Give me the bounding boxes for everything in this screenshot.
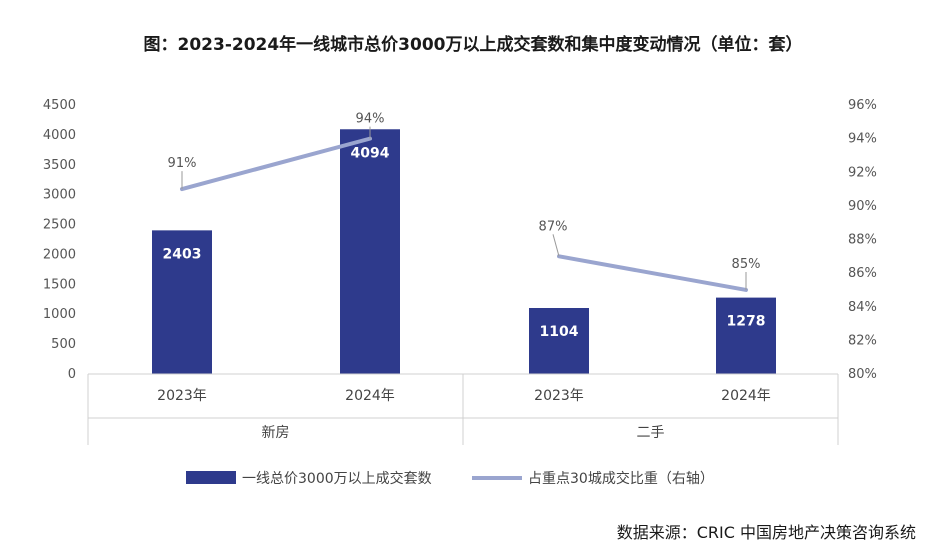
line-value-label: 91% [168, 156, 197, 171]
x-group-label: 新房 [262, 425, 290, 441]
ratio-line-segment [180, 136, 372, 192]
ratio-line-segment [557, 254, 748, 292]
bar [529, 308, 589, 374]
x-tick-label: 2024年 [721, 388, 771, 404]
x-tick-label: 2023年 [157, 388, 207, 404]
y2-tick-label: 82% [848, 333, 877, 348]
y-tick-label: 1500 [43, 277, 76, 292]
label-leader [552, 234, 560, 257]
y2-tick-label: 88% [848, 233, 877, 248]
line-value-label: 87% [539, 219, 568, 234]
x-tick-label: 2024年 [345, 388, 395, 404]
line-value-label: 85% [732, 257, 761, 272]
y-tick-label: 3500 [43, 158, 76, 173]
y-tick-label: 4500 [43, 98, 76, 113]
x-group-label: 二手 [637, 425, 665, 441]
y-tick-label: 3000 [43, 188, 76, 203]
bar [340, 129, 400, 374]
y-tick-label: 2500 [43, 218, 76, 233]
legend-line-label: 占重点30城成交比重（右轴） [528, 470, 714, 487]
y2-tick-label: 90% [848, 199, 877, 214]
y2-tick-label: 92% [848, 165, 877, 180]
source-note: 数据来源：CRIC 中国房地产决策咨询系统 [616, 523, 916, 542]
chart-title: 图：2023-2024年一线城市总价3000万以上成交套数和集中度变动情况（单位… [143, 35, 803, 55]
y2-tick-label: 86% [848, 266, 877, 281]
bar [152, 230, 212, 374]
y-tick-label: 4000 [43, 128, 76, 143]
bar-value-label: 2403 [163, 246, 202, 262]
bar-value-label: 1104 [540, 324, 579, 340]
x-tick-label: 2023年 [534, 388, 584, 404]
y2-tick-label: 84% [848, 300, 877, 315]
y-tick-label: 1000 [43, 307, 76, 322]
y2-tick-label: 94% [848, 132, 877, 147]
bar-value-label: 4094 [351, 145, 390, 161]
y-tick-label: 0 [68, 367, 76, 382]
line-value-label: 94% [356, 112, 385, 127]
y2-tick-label: 80% [848, 367, 877, 382]
bar-value-label: 1278 [727, 314, 766, 330]
y-tick-label: 500 [51, 337, 76, 352]
bar [716, 297, 776, 374]
legend-bar-swatch [186, 471, 236, 484]
legend-bar-label: 一线总价3000万以上成交套数 [242, 470, 432, 487]
y2-tick-label: 96% [848, 98, 877, 113]
y-tick-label: 2000 [43, 247, 76, 262]
